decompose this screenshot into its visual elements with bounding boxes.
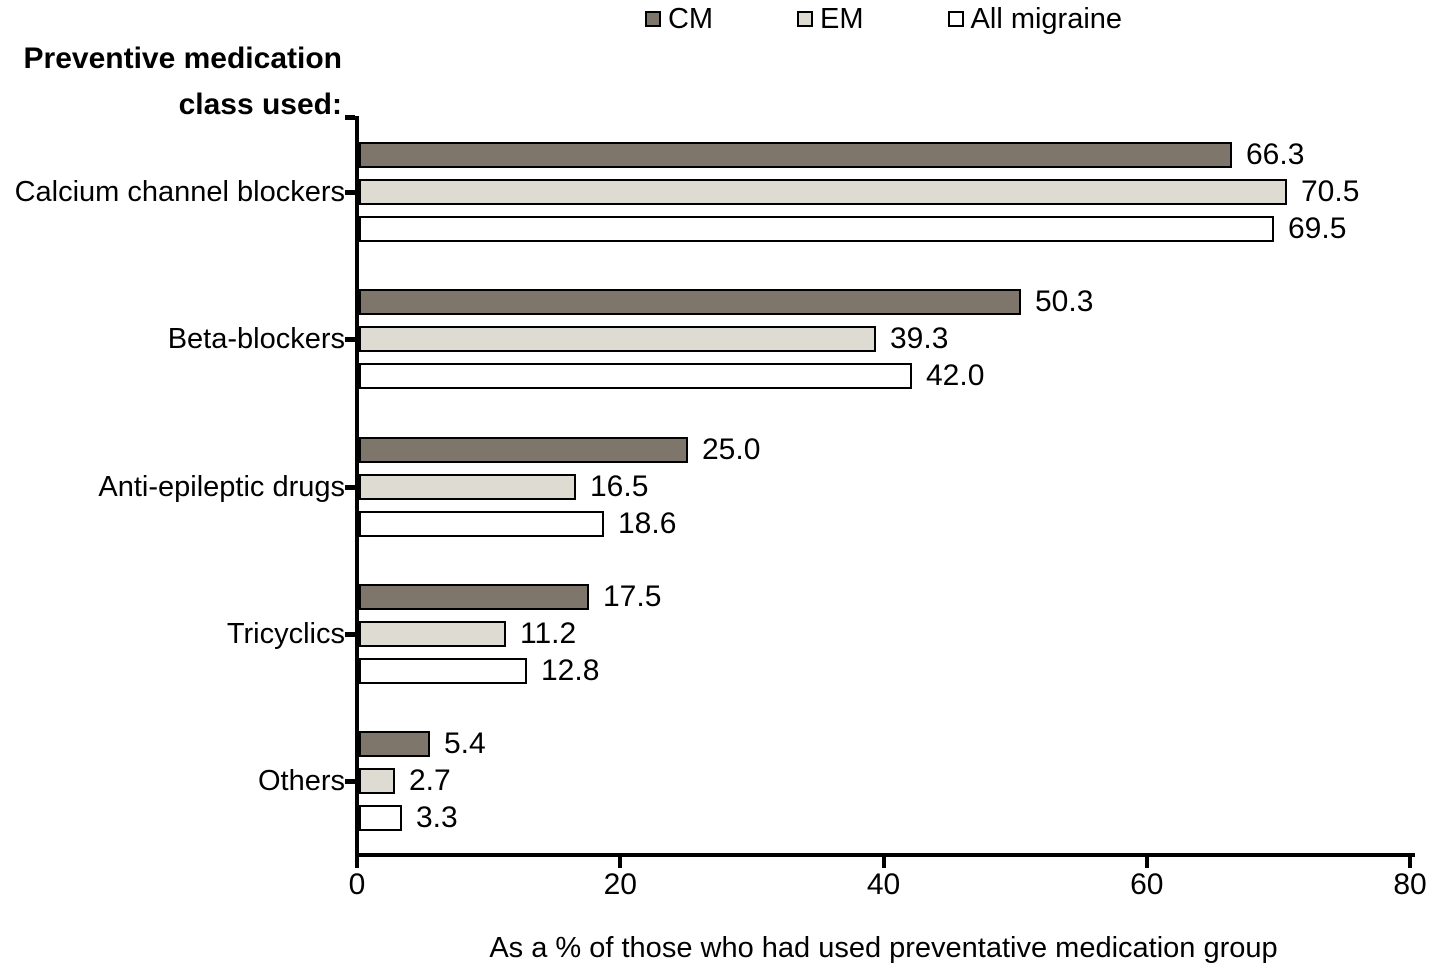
bar-cm: [359, 731, 430, 758]
value-label: 66.3: [1246, 137, 1305, 171]
category-label: Calcium channel blockers: [14, 175, 345, 208]
chart-title-line1: Preventive medication: [23, 42, 342, 75]
bar-em: [359, 326, 876, 353]
y-axis-tick: [345, 779, 355, 785]
bar-all-migraine: [359, 510, 604, 537]
bar-em: [359, 473, 576, 500]
legend-label: CM: [667, 2, 714, 35]
x-axis-tick-label: 0: [348, 868, 366, 901]
x-axis-line: [355, 853, 1415, 857]
bar-cm: [359, 583, 589, 610]
legend-item-0: CM: [644, 2, 714, 36]
value-label: 25.0: [702, 432, 761, 466]
chart-title: Preventive medication class used:: [0, 36, 342, 128]
value-label: 16.5: [590, 469, 649, 503]
legend-swatch-icon: [947, 11, 964, 27]
value-label: 12.8: [541, 653, 600, 687]
legend-label: All migraine: [970, 2, 1123, 35]
value-label: 11.2: [520, 616, 577, 650]
value-label: 3.3: [416, 801, 458, 835]
bar-cm: [359, 289, 1021, 316]
x-axis-tick-label: 20: [603, 868, 637, 901]
y-axis-tick: [345, 189, 355, 195]
value-label: 39.3: [890, 322, 949, 356]
value-label: 70.5: [1301, 174, 1360, 208]
y-axis-tick: [345, 337, 355, 343]
value-label: 5.4: [444, 727, 486, 761]
legend: CM EM All migraine: [357, 2, 1410, 36]
x-axis-tick-label: 80: [1393, 868, 1427, 901]
value-label: 50.3: [1035, 285, 1094, 319]
value-label: 42.0: [926, 359, 985, 393]
y-axis-tick: [345, 484, 355, 490]
bar-em: [359, 620, 506, 647]
y-axis-line: [355, 116, 359, 857]
legend-item-1: EM: [797, 3, 864, 36]
x-axis-tick-label: 40: [866, 868, 901, 901]
legend-label: EM: [820, 2, 864, 35]
legend-swatch-icon: [644, 11, 661, 27]
x-axis-tick: [1408, 857, 1412, 868]
bar-em: [359, 178, 1287, 205]
legend-swatch-icon: [797, 11, 814, 27]
value-label: 2.7: [409, 764, 451, 798]
value-label: 17.5: [603, 579, 662, 613]
bar-all-migraine: [359, 215, 1274, 242]
chart-title-line2: class used:: [178, 88, 342, 121]
category-label: Tricyclics: [226, 617, 345, 650]
category-label: Anti-epileptic drugs: [98, 470, 345, 503]
bar-em: [359, 768, 395, 795]
x-axis-tick: [881, 857, 886, 868]
category-label: Beta-blockers: [167, 323, 345, 356]
x-axis-title: As a % of those who had used preventativ…: [489, 932, 1278, 964]
x-axis-tick: [355, 857, 359, 868]
bar-all-migraine: [359, 805, 402, 832]
x-axis-tick-label: 60: [1130, 868, 1164, 901]
value-label: 69.5: [1288, 211, 1347, 245]
bar-cm: [359, 141, 1232, 168]
x-axis-tick: [1144, 857, 1149, 868]
bar-all-migraine: [359, 657, 527, 684]
y-axis-tick: [345, 115, 355, 120]
bar-cm: [359, 436, 688, 463]
category-label: Others: [257, 765, 345, 798]
legend-item-2: All migraine: [947, 2, 1123, 36]
bar-all-migraine: [359, 363, 912, 390]
value-label: 18.6: [618, 506, 677, 540]
x-axis-tick: [618, 857, 623, 868]
y-axis-tick: [345, 631, 355, 637]
